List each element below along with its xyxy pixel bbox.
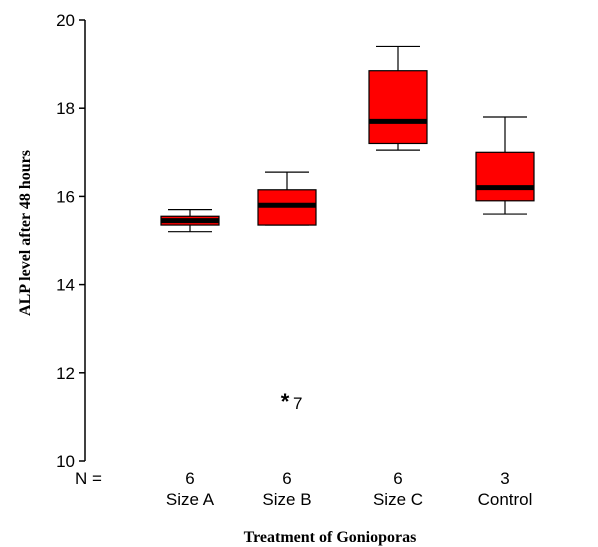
- outliers: * 7: [281, 389, 303, 414]
- y-ticks: 10 12 14 16 18 20: [56, 11, 85, 471]
- x-category-label: Size B: [262, 490, 311, 509]
- x-labels: 6 Size A 6 Size B 6 Size C 3 Control: [166, 469, 533, 509]
- n-label: N =: [75, 469, 102, 488]
- n-count-label: 6: [185, 469, 194, 488]
- y-tick-label: 12: [56, 364, 75, 383]
- box-size-a: [160, 209, 220, 233]
- y-tick-label: 10: [56, 452, 75, 471]
- y-tick-label: 20: [56, 11, 75, 30]
- boxes: [160, 45, 535, 233]
- y-tick-label: 18: [56, 99, 75, 118]
- x-category-label: Size A: [166, 490, 215, 509]
- outlier-label: 7: [293, 394, 302, 413]
- iqr-box: [368, 70, 428, 145]
- n-count-label: 3: [500, 469, 509, 488]
- outlier-marker: *: [281, 389, 290, 414]
- iqr-box: [475, 151, 535, 202]
- box-control: [475, 116, 535, 215]
- n-count-label: 6: [282, 469, 291, 488]
- n-count-label: 6: [393, 469, 402, 488]
- x-axis-title: Treatment of Gonioporas: [244, 529, 417, 546]
- y-tick-label: 14: [56, 276, 75, 295]
- y-tick-label: 16: [56, 187, 75, 206]
- y-axis-title: ALP level after 48 hours: [17, 150, 34, 316]
- x-category-label: Size C: [373, 490, 423, 509]
- x-category-label: Control: [478, 490, 533, 509]
- box-size-c: [368, 45, 428, 151]
- box-size-b: [257, 171, 317, 226]
